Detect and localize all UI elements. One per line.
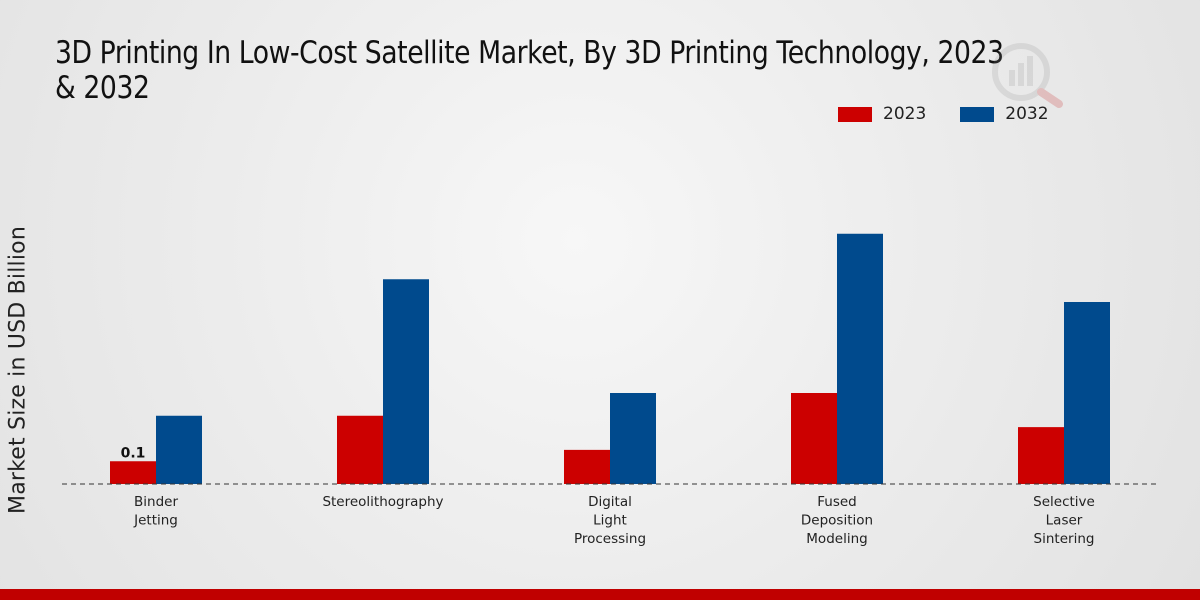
footer-bar: [0, 589, 1200, 600]
bar-2032-2: [383, 279, 429, 484]
bar-2023-2: [337, 415, 383, 484]
bar-2032-4: [837, 233, 883, 484]
x-tick-label-2: Stereolithography: [322, 494, 443, 510]
legend-label-2023: 2023: [883, 104, 927, 124]
bar-2023-4: [791, 393, 837, 484]
legend-item-2023: 2023: [838, 104, 926, 124]
legend-item-2032: 2032: [960, 104, 1049, 124]
x-tick-label-4: Fused Deposition Modeling: [801, 494, 873, 547]
chart-legend: 2023 2032: [838, 104, 1083, 124]
bar-2032-3: [610, 393, 656, 484]
x-tick-label-3: Digital Light Processing: [574, 494, 646, 547]
watermark-logo: [992, 43, 1063, 108]
legend-swatch-2032: [960, 106, 995, 122]
bar-2023-3: [564, 449, 610, 484]
x-tick-label-5: Selective Laser Sintering: [1033, 494, 1095, 547]
x-tick-label-1: Binder Jetting: [133, 494, 178, 529]
legend-swatch-2023: [838, 106, 872, 122]
legend-label-2032: 2032: [1005, 104, 1049, 124]
bar-2032-5: [1064, 302, 1110, 484]
bar-2023-1: [110, 461, 156, 484]
bar-2032-1: [156, 415, 202, 484]
data-label-1: 0.1: [121, 445, 146, 461]
bar-2023-5: [1018, 427, 1064, 484]
chart-title: 3D Printing In Low-Cost Satellite Market…: [55, 35, 1004, 106]
